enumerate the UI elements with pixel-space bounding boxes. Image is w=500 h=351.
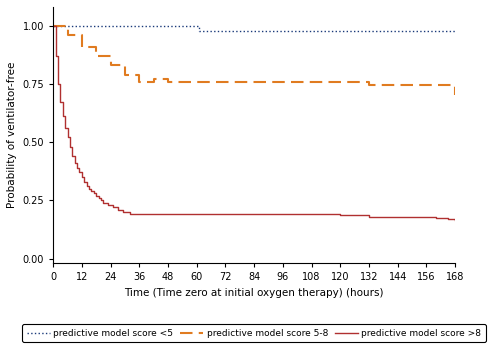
Y-axis label: Probability of ventilator-free: Probability of ventilator-free — [7, 62, 17, 208]
X-axis label: Time (Time zero at initial oxygen therapy) (hours): Time (Time zero at initial oxygen therap… — [124, 288, 384, 298]
Legend: predictive model score <5, predictive model score 5-8, predictive model score >8: predictive model score <5, predictive mo… — [22, 324, 486, 342]
